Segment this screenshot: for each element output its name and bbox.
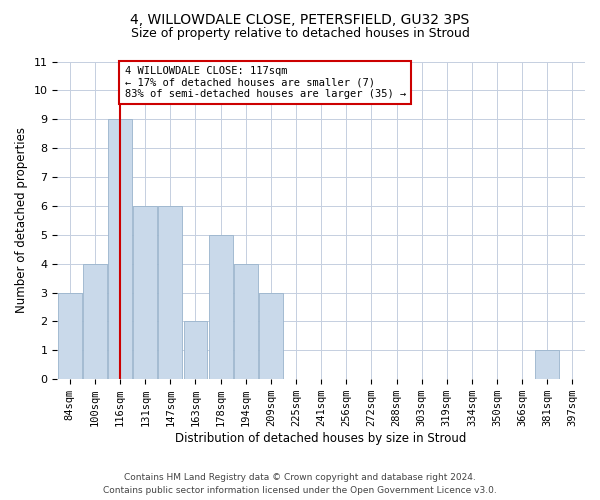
- Bar: [83, 264, 107, 379]
- Y-axis label: Number of detached properties: Number of detached properties: [15, 128, 28, 314]
- Bar: [58, 292, 82, 379]
- Bar: [184, 322, 208, 379]
- Bar: [158, 206, 182, 379]
- Text: 4, WILLOWDALE CLOSE, PETERSFIELD, GU32 3PS: 4, WILLOWDALE CLOSE, PETERSFIELD, GU32 3…: [130, 12, 470, 26]
- Bar: [209, 235, 233, 379]
- Text: Contains HM Land Registry data © Crown copyright and database right 2024.
Contai: Contains HM Land Registry data © Crown c…: [103, 474, 497, 495]
- Bar: [259, 292, 283, 379]
- Bar: [133, 206, 157, 379]
- Bar: [108, 120, 132, 379]
- X-axis label: Distribution of detached houses by size in Stroud: Distribution of detached houses by size …: [175, 432, 467, 445]
- Bar: [234, 264, 257, 379]
- Text: Size of property relative to detached houses in Stroud: Size of property relative to detached ho…: [131, 28, 469, 40]
- Bar: [535, 350, 559, 379]
- Text: 4 WILLOWDALE CLOSE: 117sqm
← 17% of detached houses are smaller (7)
83% of semi-: 4 WILLOWDALE CLOSE: 117sqm ← 17% of deta…: [125, 66, 406, 99]
